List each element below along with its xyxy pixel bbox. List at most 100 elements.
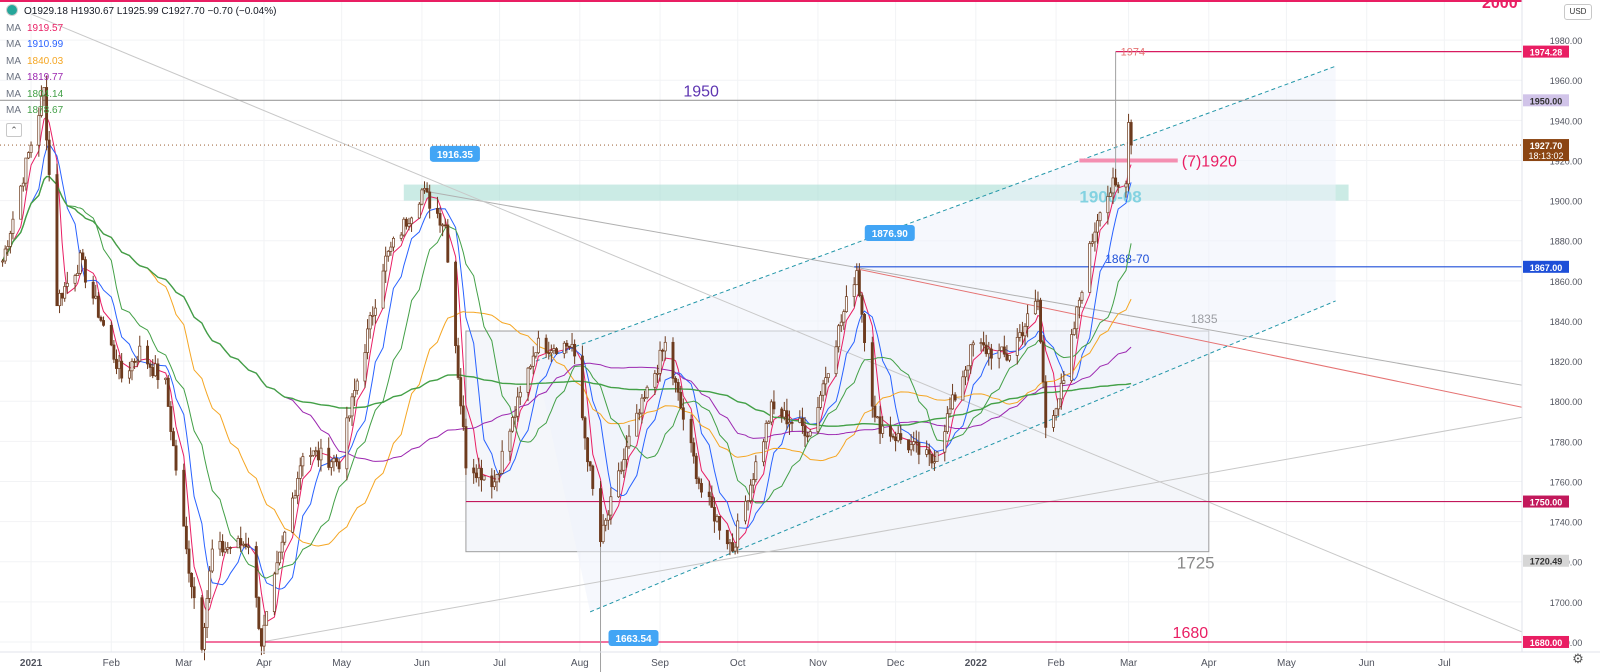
candle (1075, 306, 1079, 330)
candle (1026, 313, 1030, 327)
candle (146, 345, 149, 365)
candle (821, 383, 825, 396)
candle (751, 479, 755, 486)
candle (860, 295, 864, 315)
candle (1008, 355, 1011, 361)
candle (156, 363, 160, 381)
candle (627, 435, 631, 448)
candle (1015, 337, 1019, 356)
price-tick-label: 1800.00 (1550, 397, 1583, 407)
price-tick-label: 1960.00 (1550, 76, 1583, 86)
candle (969, 344, 973, 367)
candle (681, 407, 685, 420)
candle (744, 500, 747, 522)
time-tick-label: Aug (571, 658, 589, 669)
candle (679, 391, 683, 409)
candle (544, 337, 548, 353)
ma-value: 1919.57 (27, 22, 64, 34)
candle (498, 472, 502, 475)
candle (710, 496, 714, 508)
ma-legend-row[interactable]: MA 1840.03 (6, 54, 276, 71)
price-callout[interactable]: 1876.90 (864, 224, 915, 241)
candle (459, 377, 463, 407)
candle (384, 255, 388, 272)
candle (39, 95, 43, 116)
price-tick-label: 1820.00 (1550, 357, 1583, 367)
candle (588, 461, 592, 467)
candle (599, 488, 602, 543)
candle (536, 337, 540, 354)
candle (309, 455, 313, 457)
candle (707, 491, 711, 498)
candle (1020, 332, 1024, 337)
candle (508, 430, 512, 452)
candle (492, 481, 496, 488)
candle (800, 417, 804, 427)
candle (368, 315, 372, 330)
ma-legend-row[interactable]: MA 1804.14 (6, 87, 276, 104)
callout-label: 1876.90 (872, 229, 909, 240)
price-callout[interactable]: 1663.54 (608, 630, 659, 646)
time-tick-label: May (332, 658, 351, 669)
candle (715, 516, 719, 522)
candle (531, 355, 535, 367)
level-1920-label: (7)1920 (1182, 153, 1237, 170)
candle (371, 314, 375, 317)
candle (894, 436, 898, 442)
ma-label: MA (6, 39, 21, 50)
candle (896, 433, 900, 442)
candle (441, 224, 445, 227)
candle (1033, 300, 1037, 315)
candle (153, 363, 157, 377)
candle (762, 441, 766, 463)
candle (120, 360, 124, 379)
candle (808, 431, 812, 437)
callout-label: 1916.35 (437, 150, 474, 161)
candle (192, 586, 196, 599)
candle (477, 467, 481, 479)
candle (888, 425, 892, 437)
candle (1023, 325, 1027, 337)
gear-icon[interactable]: ⚙ (1572, 651, 1584, 666)
time-tick-label: May (1277, 658, 1296, 669)
ma-label: MA (6, 72, 21, 83)
candle (1108, 192, 1112, 197)
candle (700, 483, 703, 493)
time-tick-label: Jun (1359, 658, 1375, 669)
candle (555, 348, 558, 354)
candle (200, 597, 204, 650)
candle (930, 453, 934, 464)
price-axis-badge (1523, 139, 1569, 162)
candle (1090, 241, 1094, 244)
candle (870, 342, 874, 407)
candle (749, 484, 753, 502)
candle (58, 293, 61, 307)
candle (81, 252, 85, 260)
candle (115, 358, 118, 369)
candle (205, 598, 209, 628)
candle (208, 570, 212, 599)
price-axis-badge-label: 1950.00 (1530, 96, 1563, 106)
candle (112, 344, 116, 360)
ma-legend-row[interactable]: MA 1910.99 (6, 37, 276, 54)
candle (943, 431, 947, 453)
candle (663, 341, 667, 352)
currency-selector[interactable]: USD (1564, 4, 1592, 20)
ma-legend-row[interactable]: MA 1878.67 (6, 103, 276, 120)
candle (78, 252, 82, 274)
candle (99, 316, 103, 321)
chevron-up-icon[interactable]: ⌃ (6, 122, 22, 137)
candle (1106, 196, 1110, 214)
price-callout[interactable]: 1916.35 (429, 145, 480, 162)
candle (824, 377, 828, 385)
candle (834, 346, 838, 375)
candle (842, 311, 846, 323)
candle (221, 540, 225, 553)
candle (130, 361, 134, 372)
candle (1070, 334, 1074, 381)
candle (780, 408, 784, 418)
ma-legend-row[interactable]: MA 1819.77 (6, 70, 276, 87)
ma-legend-row[interactable]: MA 1919.57 (6, 21, 276, 38)
candle (692, 442, 696, 457)
